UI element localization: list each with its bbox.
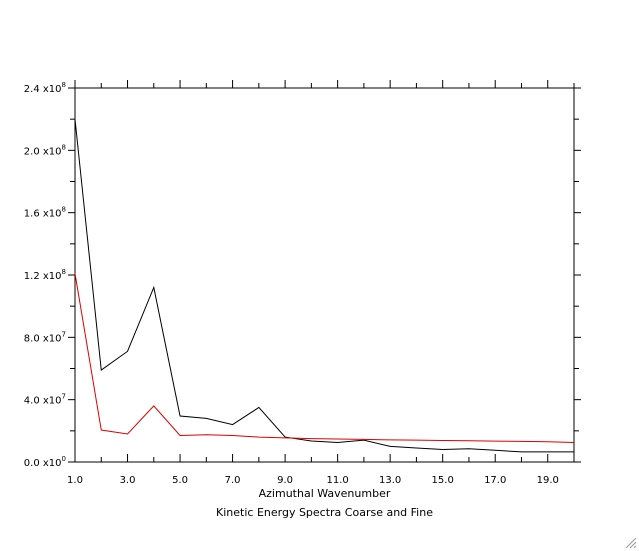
y-axis: 0.0 x100 4.0 x107 8.0 x107 1.2 x108 1.6 x108… xyxy=(24,81,581,469)
chart-caption: Kinetic Energy Spectra Coarse and Fine xyxy=(216,506,433,519)
x-tick-label: 9.0 xyxy=(277,475,293,486)
x-tick-label: 19.0 xyxy=(537,475,559,486)
series-group xyxy=(74,119,575,453)
resize-grip-icon[interactable] xyxy=(625,537,637,549)
y-tick-label: 1.6 x108 xyxy=(24,206,66,220)
y-tick-label: 4.0 x107 xyxy=(24,393,66,407)
series-line-1 xyxy=(74,119,574,453)
y-tick-exponent: 8 xyxy=(62,206,66,214)
plot-frame xyxy=(74,87,575,463)
x-axis: 1.0 3.0 5.0 7.0 9.0 11.0 13.0 15.0 17.0 19.0 xyxy=(67,80,575,486)
x-tick-label: 11.0 xyxy=(326,475,348,486)
y-tick-exponent: 8 xyxy=(62,143,66,151)
y-tick-label: 0.0 x100 xyxy=(24,455,66,469)
y-tick-exponent: 8 xyxy=(62,268,66,276)
y-tick-label: 1.2 x108 xyxy=(24,268,66,282)
x-axis-label: Azimuthal Wavenumber xyxy=(259,487,391,500)
x-tick-label: 5.0 xyxy=(172,475,188,486)
y-tick-label: 2.4 x108 xyxy=(24,81,66,95)
y-tick-label: 2.0 x108 xyxy=(24,143,66,157)
y-tick-exponent: 7 xyxy=(62,393,66,401)
x-tick-label: 15.0 xyxy=(432,475,454,486)
y-tick-exponent: 0 xyxy=(62,455,66,463)
x-tick-label: 17.0 xyxy=(484,475,506,486)
y-tick-exponent: 8 xyxy=(62,81,66,89)
x-tick-label: 13.0 xyxy=(379,475,401,486)
y-tick-exponent: 7 xyxy=(62,330,66,338)
x-tick-label: 3.0 xyxy=(120,475,136,486)
y-tick-label: 8.0 x107 xyxy=(24,330,66,344)
x-tick-label: 1.0 xyxy=(67,475,83,486)
x-tick-label: 7.0 xyxy=(225,475,241,486)
series-line-2 xyxy=(74,273,575,444)
